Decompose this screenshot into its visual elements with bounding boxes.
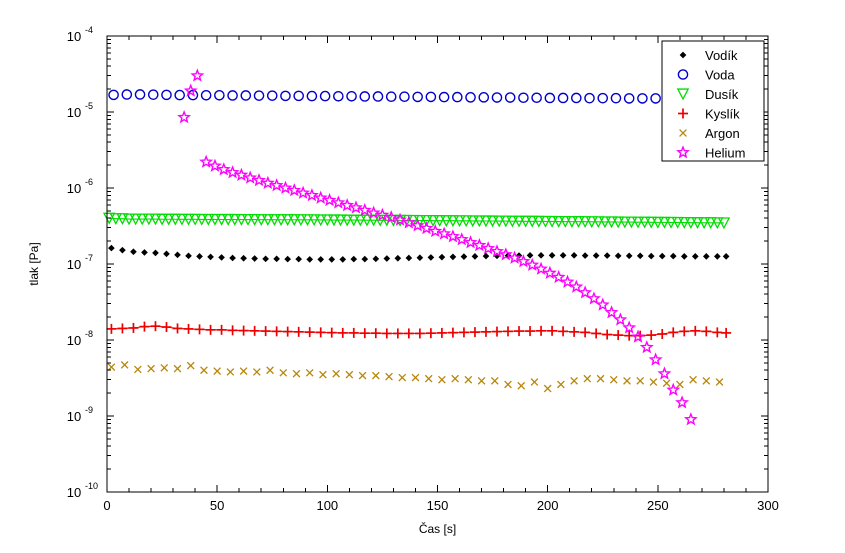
svg-text:-10: -10 — [85, 481, 98, 491]
y-tick-label: 10 -5 — [67, 101, 93, 120]
y-tick-label: 10 -8 — [67, 329, 93, 348]
chart-legend: Vodík Voda Dusík Kyslík Argon Helium — [661, 40, 765, 162]
svg-text:10: 10 — [67, 257, 81, 272]
svg-text:10: 10 — [67, 105, 81, 120]
series-argon — [107, 361, 724, 393]
x-tick-label: 0 — [103, 498, 110, 513]
x-axis-ticks: 0 50 100 150 200 250 300 — [103, 36, 779, 513]
y-axis-title: tlak [Pa] — [27, 242, 41, 285]
svg-text:-8: -8 — [85, 329, 93, 339]
y-tick-label: 10 -10 — [67, 481, 98, 500]
svg-text:-5: -5 — [85, 101, 93, 111]
y-axis-ticks: 10 -10 10 -9 10 -8 10 -7 10 -6 10 -5 10 -4 — [67, 25, 768, 500]
legend-item-argon[interactable]: Argon — [679, 126, 740, 141]
data-series-layer — [102, 68, 732, 426]
legend-label: Voda — [705, 68, 735, 83]
legend-label: Vodík — [705, 48, 738, 63]
legend-item-dus-k[interactable]: Dusík — [676, 87, 739, 102]
series-dus-k — [102, 212, 731, 230]
legend-item-helium[interactable]: Helium — [676, 145, 746, 161]
svg-text:-7: -7 — [85, 253, 93, 263]
svg-text:10: 10 — [67, 333, 81, 348]
y-tick-label: 10 -9 — [67, 405, 93, 424]
svg-text:10: 10 — [67, 181, 81, 196]
x-axis-label: Čas [s] — [419, 521, 456, 536]
plot-background — [107, 36, 768, 492]
x-tick-label: 300 — [757, 498, 779, 513]
legend-item-vod-k[interactable]: Vodík — [679, 48, 738, 63]
x-tick-label: 200 — [537, 498, 559, 513]
y-tick-label: 10 -6 — [67, 177, 93, 196]
legend-label: Kyslík — [705, 107, 740, 122]
x-tick-label: 50 — [210, 498, 224, 513]
legend-item-kysl-k[interactable]: Kyslík — [678, 107, 740, 122]
legend-label: Argon — [705, 126, 740, 141]
x-tick-label: 250 — [647, 498, 669, 513]
x-tick-label: 150 — [427, 498, 449, 513]
x-tick-label: 100 — [316, 498, 338, 513]
series-helium — [177, 68, 698, 426]
y-tick-label: 10 -7 — [67, 253, 93, 272]
svg-text:-6: -6 — [85, 177, 93, 187]
svg-text:10: 10 — [67, 29, 81, 44]
legend-label: Helium — [705, 146, 745, 161]
svg-text:10: 10 — [67, 409, 81, 424]
y-axis-label: tlak [Pa] — [27, 242, 41, 285]
svg-text:10: 10 — [67, 485, 81, 500]
legend-label: Dusík — [705, 87, 739, 102]
legend-item-voda[interactable]: Voda — [677, 68, 735, 83]
svg-text:-9: -9 — [85, 405, 93, 415]
y-tick-label: 10 -4 — [67, 25, 93, 44]
series-vod-k — [108, 244, 730, 263]
x-axis-title: Čas [s] — [419, 521, 456, 536]
svg-text:-4: -4 — [85, 25, 93, 35]
